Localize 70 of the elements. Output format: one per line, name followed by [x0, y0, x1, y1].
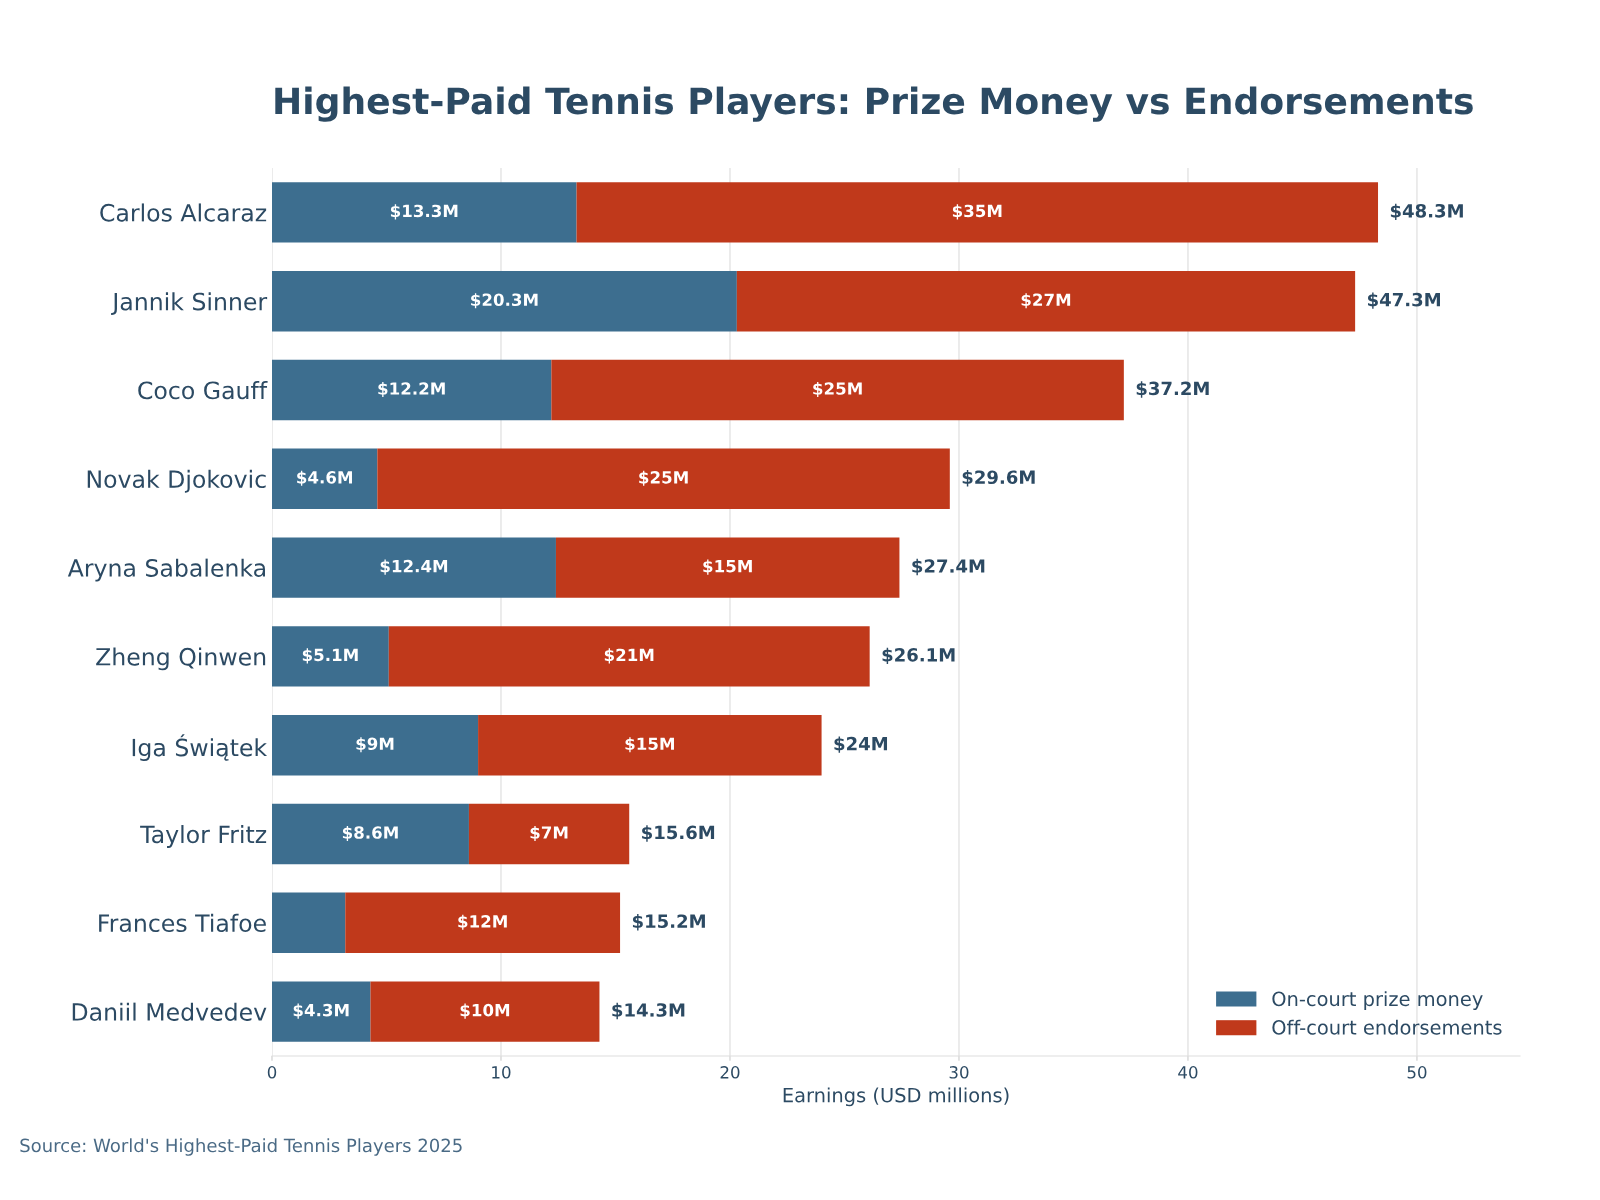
y-tick-label: Jannik Sinner — [111, 292, 268, 315]
x-tick-label: 50 — [1407, 1066, 1427, 1079]
data-label: $4.6M — [297, 470, 352, 486]
bar — [272, 803, 469, 865]
chart-title: Highest-Paid Tennis Players: Prize Money vs Endorsements — [275, 86, 1473, 122]
data-label: $20.3M — [471, 293, 538, 309]
data-label: $12.4M — [380, 559, 448, 575]
x-tick-label: 0 — [267, 1066, 277, 1079]
y-tick-label: Aryna Sabalenka — [67, 558, 265, 582]
data-label: $35M — [952, 204, 1002, 220]
total-label: $15.6M — [642, 825, 715, 842]
data-label: $8.6M — [342, 825, 398, 842]
total-label: $48.3M — [1390, 203, 1463, 221]
data-label: $12.2M — [378, 381, 445, 398]
total-label: $27.4M — [912, 558, 985, 576]
bar — [370, 981, 600, 1042]
total-label: $15.2M — [632, 914, 705, 931]
data-label: $27M — [1021, 293, 1071, 309]
y-tick-label: Daniil Medvedev — [72, 1002, 267, 1021]
bar — [388, 626, 870, 687]
y-tick-label: Taylor Fritz — [140, 825, 267, 848]
data-label: $4.3M — [293, 1003, 349, 1019]
bar — [478, 715, 822, 776]
x-tick-label: 30 — [949, 1066, 969, 1079]
x-axis-title: Earnings (USD millions) — [783, 1087, 1009, 1107]
data-label: $25M — [639, 470, 688, 486]
data-label: $15M — [625, 737, 674, 753]
total-label: $26.1M — [882, 647, 955, 665]
bar — [468, 803, 630, 865]
y-tick-label: Coco Gauff — [138, 381, 268, 400]
y-tick-label: Carlos Alcaraz — [100, 203, 267, 222]
bar — [272, 537, 556, 598]
bar — [272, 448, 378, 509]
data-label: $9M — [356, 737, 394, 753]
bar — [272, 271, 737, 332]
bar — [272, 715, 479, 776]
data-label: $5.1M — [302, 648, 358, 664]
bar — [272, 182, 577, 243]
bar — [272, 626, 389, 687]
bar — [555, 537, 900, 598]
bar — [576, 182, 1379, 243]
bar — [272, 359, 552, 421]
legend-label: On-court prize money — [1272, 991, 1483, 1010]
y-tick-label: Zheng Qinwen — [96, 647, 266, 671]
data-label: $21M — [604, 648, 654, 664]
total-label: $24M — [834, 736, 888, 753]
data-label: $25M — [813, 381, 862, 398]
y-tick-label: Frances Tiafoe — [99, 913, 266, 933]
bar — [736, 271, 1356, 332]
data-label: $12M — [458, 914, 507, 930]
bar — [551, 359, 1124, 421]
x-tick-label: 40 — [1178, 1066, 1198, 1079]
data-label: $15M — [703, 559, 752, 575]
bar — [272, 892, 346, 953]
y-tick-label: Iga Świątek — [132, 734, 268, 762]
x-tick-label: 20 — [720, 1066, 740, 1079]
x-tick-label: 10 — [492, 1066, 511, 1079]
data-label: $13.3M — [390, 204, 458, 220]
legend-label: Off-court endorsements — [1272, 1019, 1502, 1035]
total-label: $29.6M — [962, 470, 1035, 487]
data-label: $10M — [460, 1003, 510, 1019]
data-label: $7M — [530, 825, 568, 842]
bar — [272, 981, 371, 1042]
total-label: $37.2M — [1136, 381, 1209, 398]
bar — [377, 448, 950, 509]
source-note: Source: World's Highest-Paid Tennis Players 2025 — [20, 1138, 462, 1156]
total-label: $47.3M — [1367, 292, 1440, 309]
total-label: $14.3M — [612, 1002, 685, 1020]
bar — [345, 892, 621, 953]
y-tick-label: Novak Djokovic — [87, 469, 266, 493]
